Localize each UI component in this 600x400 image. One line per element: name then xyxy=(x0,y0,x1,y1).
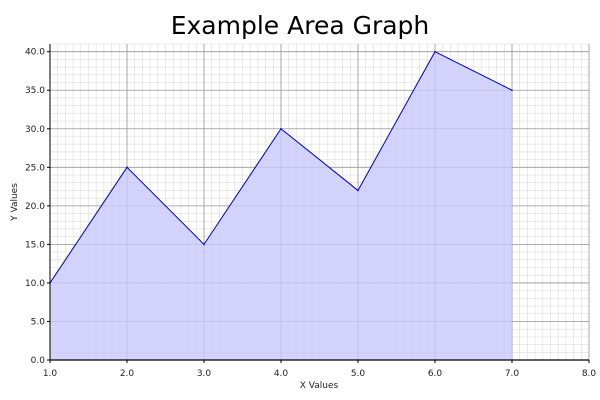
data-point xyxy=(203,243,205,246)
x-tick-label: 2.0 xyxy=(120,369,135,379)
y-tick-label: 10.0 xyxy=(25,279,45,289)
data-point xyxy=(280,127,282,130)
y-tick-label: 15.0 xyxy=(25,240,45,250)
y-tick-label: 25.0 xyxy=(25,163,45,173)
x-tick-label: 8.0 xyxy=(582,369,597,379)
x-tick-label: 7.0 xyxy=(505,369,520,379)
data-point xyxy=(357,189,359,192)
x-axis-ticks: 1.0 2.0 3.0 4.0 5.0 6.0 7.0 8.0 xyxy=(43,360,597,379)
series-layer xyxy=(49,50,513,361)
x-tick-label: 1.0 xyxy=(43,369,58,379)
axes xyxy=(49,44,589,361)
y-tick-label: 35.0 xyxy=(25,86,45,96)
x-tick-label: 3.0 xyxy=(197,369,212,379)
x-axis-title: X Values xyxy=(300,381,339,391)
x-tick-label: 4.0 xyxy=(274,369,289,379)
chart-title: Example Area Graph xyxy=(171,11,430,40)
data-point xyxy=(511,89,513,92)
x-tick-label: 6.0 xyxy=(428,369,443,379)
y-axis-title: Y Values xyxy=(10,183,20,222)
area-fill xyxy=(50,51,512,361)
data-point xyxy=(126,166,128,169)
y-axis-ticks: 0.0 5.0 10.0 15.0 20.0 25.0 30.0 35.0 40.0 xyxy=(25,48,50,366)
y-tick-label: 40.0 xyxy=(25,48,45,58)
y-tick-label: 0.0 xyxy=(31,356,46,366)
data-point xyxy=(434,50,436,53)
x-tick-label: 5.0 xyxy=(351,369,366,379)
y-tick-label: 30.0 xyxy=(25,125,45,135)
y-tick-label: 20.0 xyxy=(25,202,45,212)
y-tick-label: 5.0 xyxy=(31,317,46,327)
